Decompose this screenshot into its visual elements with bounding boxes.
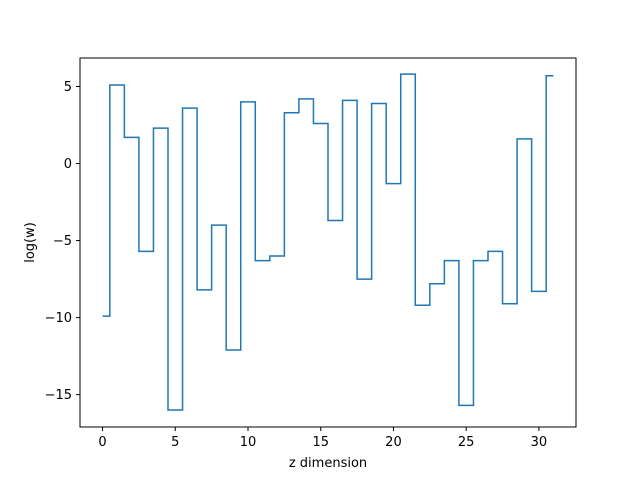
y-tick-label: −15 (45, 388, 72, 403)
y-tick-label: −5 (53, 234, 72, 249)
x-axis-label: z dimension (289, 456, 367, 471)
y-axis: −15 −10 −5 0 5 (45, 80, 80, 403)
x-tick-label: 25 (458, 435, 475, 450)
x-axis: 0 5 10 15 20 25 30 (98, 427, 547, 450)
y-axis-label: log(w) (23, 222, 38, 263)
x-tick-label: 5 (171, 435, 179, 450)
y-tick-label: −10 (45, 311, 72, 326)
x-tick-label: 0 (98, 435, 106, 450)
plot-area (102, 73, 554, 411)
x-tick-label: 10 (240, 435, 257, 450)
series-line (102, 73, 554, 411)
axes-frame (79, 57, 577, 428)
x-tick-label: 20 (385, 435, 402, 450)
x-tick-label: 15 (312, 435, 329, 450)
y-tick-label: 0 (64, 157, 72, 172)
y-tick-label: 5 (64, 80, 72, 95)
x-tick-label: 30 (531, 435, 548, 450)
